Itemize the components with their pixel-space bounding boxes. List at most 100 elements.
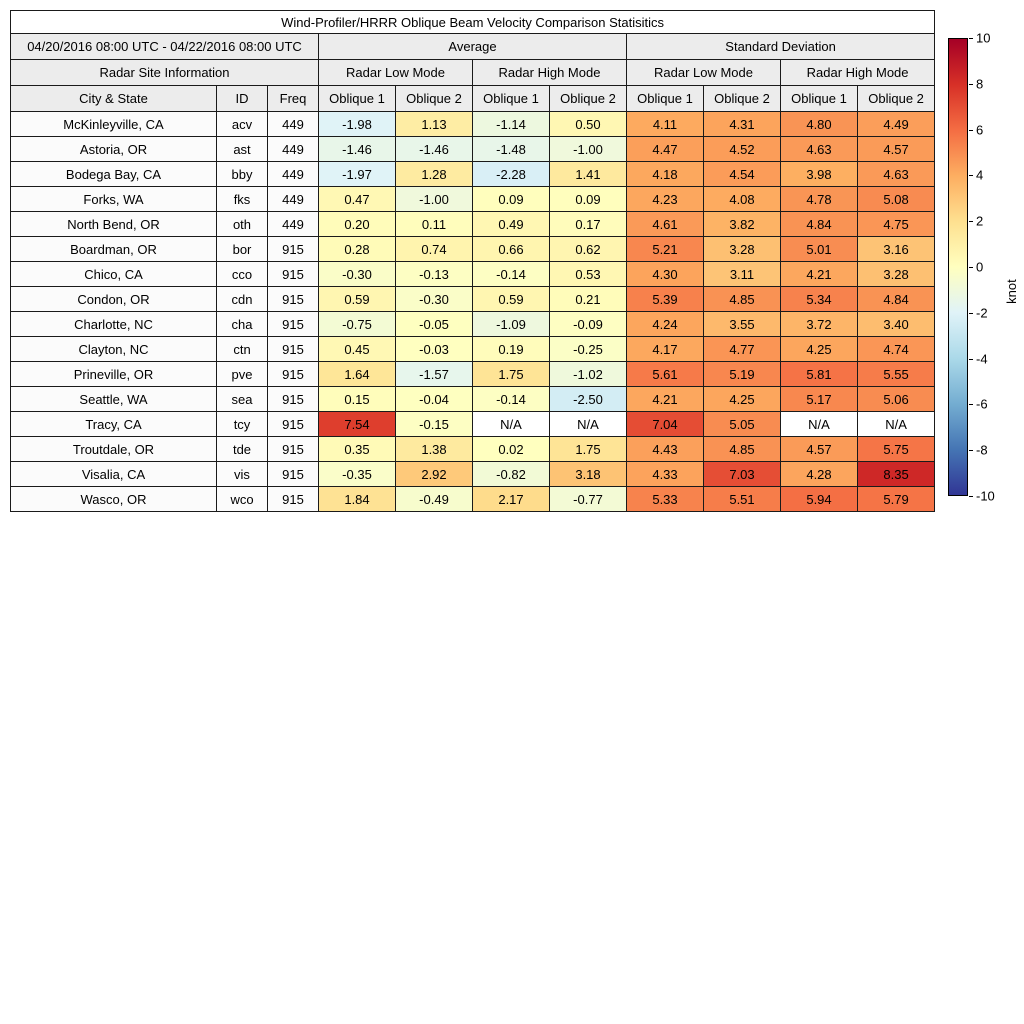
value-cell: -0.75: [318, 311, 396, 337]
value-cell: -1.02: [549, 361, 627, 387]
group-header-stddev: Standard Deviation: [625, 33, 936, 60]
mode-header-high: Radar High Mode: [779, 59, 936, 86]
value-cell: 0.21: [549, 286, 627, 312]
value-cell: 4.63: [780, 136, 858, 162]
value-cell: 0.02: [472, 436, 550, 462]
value-cell: 4.43: [626, 436, 704, 462]
site-id-cell: cco: [216, 261, 268, 287]
value-cell: 5.05: [703, 411, 781, 437]
table-title: Wind-Profiler/HRRR Oblique Beam Velocity…: [9, 10, 936, 34]
value-cell: N/A: [549, 411, 627, 437]
colorbar-tick-label: 4: [976, 167, 984, 183]
column-header-oblique1: Oblique 1: [472, 85, 550, 112]
value-cell: 0.45: [318, 336, 396, 362]
city-cell: Prineville, OR: [10, 361, 217, 387]
column-header-oblique2: Oblique 2: [856, 85, 936, 112]
table-row: Astoria, OR ast 449 -1.46 -1.46 -1.48 -1.00 4.4…: [10, 136, 936, 162]
colorbar-tick-label: 6: [976, 122, 984, 138]
value-cell: 0.47: [318, 186, 396, 212]
value-cell: -1.48: [472, 136, 550, 162]
value-cell: 4.49: [856, 111, 936, 137]
value-cell: -1.00: [395, 186, 473, 212]
value-cell: 0.49: [472, 211, 550, 237]
value-cell: 4.11: [626, 111, 704, 137]
site-id-cell: tcy: [216, 411, 268, 437]
value-cell: -0.30: [395, 286, 473, 312]
value-cell: 0.28: [318, 236, 396, 262]
value-cell: 5.55: [856, 361, 936, 387]
value-cell: -0.49: [395, 486, 473, 512]
value-cell: 5.21: [626, 236, 704, 262]
site-id-cell: fks: [216, 186, 268, 212]
value-cell: -2.28: [472, 161, 550, 187]
value-cell: 0.53: [549, 261, 627, 287]
value-cell: 0.20: [318, 211, 396, 237]
city-cell: Seattle, WA: [10, 386, 217, 412]
value-cell: 5.94: [780, 486, 858, 512]
value-cell: 4.21: [780, 261, 858, 287]
value-cell: -0.15: [395, 411, 473, 437]
city-cell: McKinleyville, CA: [10, 111, 217, 137]
value-cell: -0.04: [395, 386, 473, 412]
value-cell: -1.57: [395, 361, 473, 387]
table-row: North Bend, OR oth 449 0.20 0.11 0.49 0.17 4.61…: [10, 211, 936, 237]
colorbar-tick-label: -6: [976, 396, 988, 412]
value-cell: 4.24: [626, 311, 704, 337]
value-cell: 4.80: [780, 111, 858, 137]
table-row: Chico, CA cco 915 -0.30 -0.13 -0.14 0.53 4.30 3.…: [10, 261, 936, 287]
colorbar-tick-label: -2: [976, 305, 988, 321]
value-cell: 0.66: [472, 236, 550, 262]
column-header-id: ID: [216, 85, 268, 112]
value-cell: 5.61: [626, 361, 704, 387]
value-cell: 5.39: [626, 286, 704, 312]
city-cell: North Bend, OR: [10, 211, 217, 237]
city-cell: Bodega Bay, CA: [10, 161, 217, 187]
value-cell: 1.84: [318, 486, 396, 512]
value-cell: 5.33: [626, 486, 704, 512]
value-cell: -0.25: [549, 336, 627, 362]
colorbar-tick-label: 10: [976, 30, 991, 46]
colorbar-tick-label: 8: [976, 76, 984, 92]
value-cell: 0.62: [549, 236, 627, 262]
value-cell: -0.09: [549, 311, 627, 337]
value-cell: 3.55: [703, 311, 781, 337]
freq-cell: 915: [267, 386, 319, 412]
value-cell: 0.17: [549, 211, 627, 237]
column-header-oblique2: Oblique 2: [703, 85, 781, 112]
site-id-cell: cha: [216, 311, 268, 337]
date-range: 04/20/2016 08:00 UTC - 04/22/2016 08:00 …: [10, 33, 319, 60]
column-header-oblique2: Oblique 2: [395, 85, 473, 112]
value-cell: -0.14: [472, 261, 550, 287]
table-row: Forks, WA fks 449 0.47 -1.00 0.09 0.09 4.23 4.08…: [10, 186, 936, 212]
freq-cell: 915: [267, 461, 319, 487]
colorbar-tick-mark: [969, 313, 973, 314]
city-cell: Wasco, OR: [10, 486, 217, 512]
freq-cell: 915: [267, 411, 319, 437]
value-cell: -1.98: [318, 111, 396, 137]
site-id-cell: bor: [216, 236, 268, 262]
value-cell: 0.74: [395, 236, 473, 262]
colorbar-tick-mark: [969, 84, 973, 85]
value-cell: 0.59: [472, 286, 550, 312]
value-cell: 5.17: [780, 386, 858, 412]
value-cell: 5.75: [856, 436, 936, 462]
value-cell: 7.03: [703, 461, 781, 487]
city-cell: Boardman, OR: [10, 236, 217, 262]
site-id-cell: bby: [216, 161, 268, 187]
table-row: Condon, OR cdn 915 0.59 -0.30 0.59 0.21 5.39 4.8…: [10, 286, 936, 312]
value-cell: 0.50: [549, 111, 627, 137]
value-cell: 4.57: [780, 436, 858, 462]
freq-cell: 915: [267, 361, 319, 387]
value-cell: 4.17: [626, 336, 704, 362]
value-cell: 4.61: [626, 211, 704, 237]
value-cell: 7.04: [626, 411, 704, 437]
value-cell: -0.77: [549, 486, 627, 512]
value-cell: 0.19: [472, 336, 550, 362]
value-cell: -1.09: [472, 311, 550, 337]
value-cell: 1.41: [549, 161, 627, 187]
value-cell: 3.28: [856, 261, 936, 287]
freq-cell: 915: [267, 286, 319, 312]
value-cell: -2.50: [549, 386, 627, 412]
value-cell: 4.18: [626, 161, 704, 187]
colorbar: 10 8 6 4 2 0 -2 -4 -6 -8 -10 knot: [948, 32, 1024, 503]
